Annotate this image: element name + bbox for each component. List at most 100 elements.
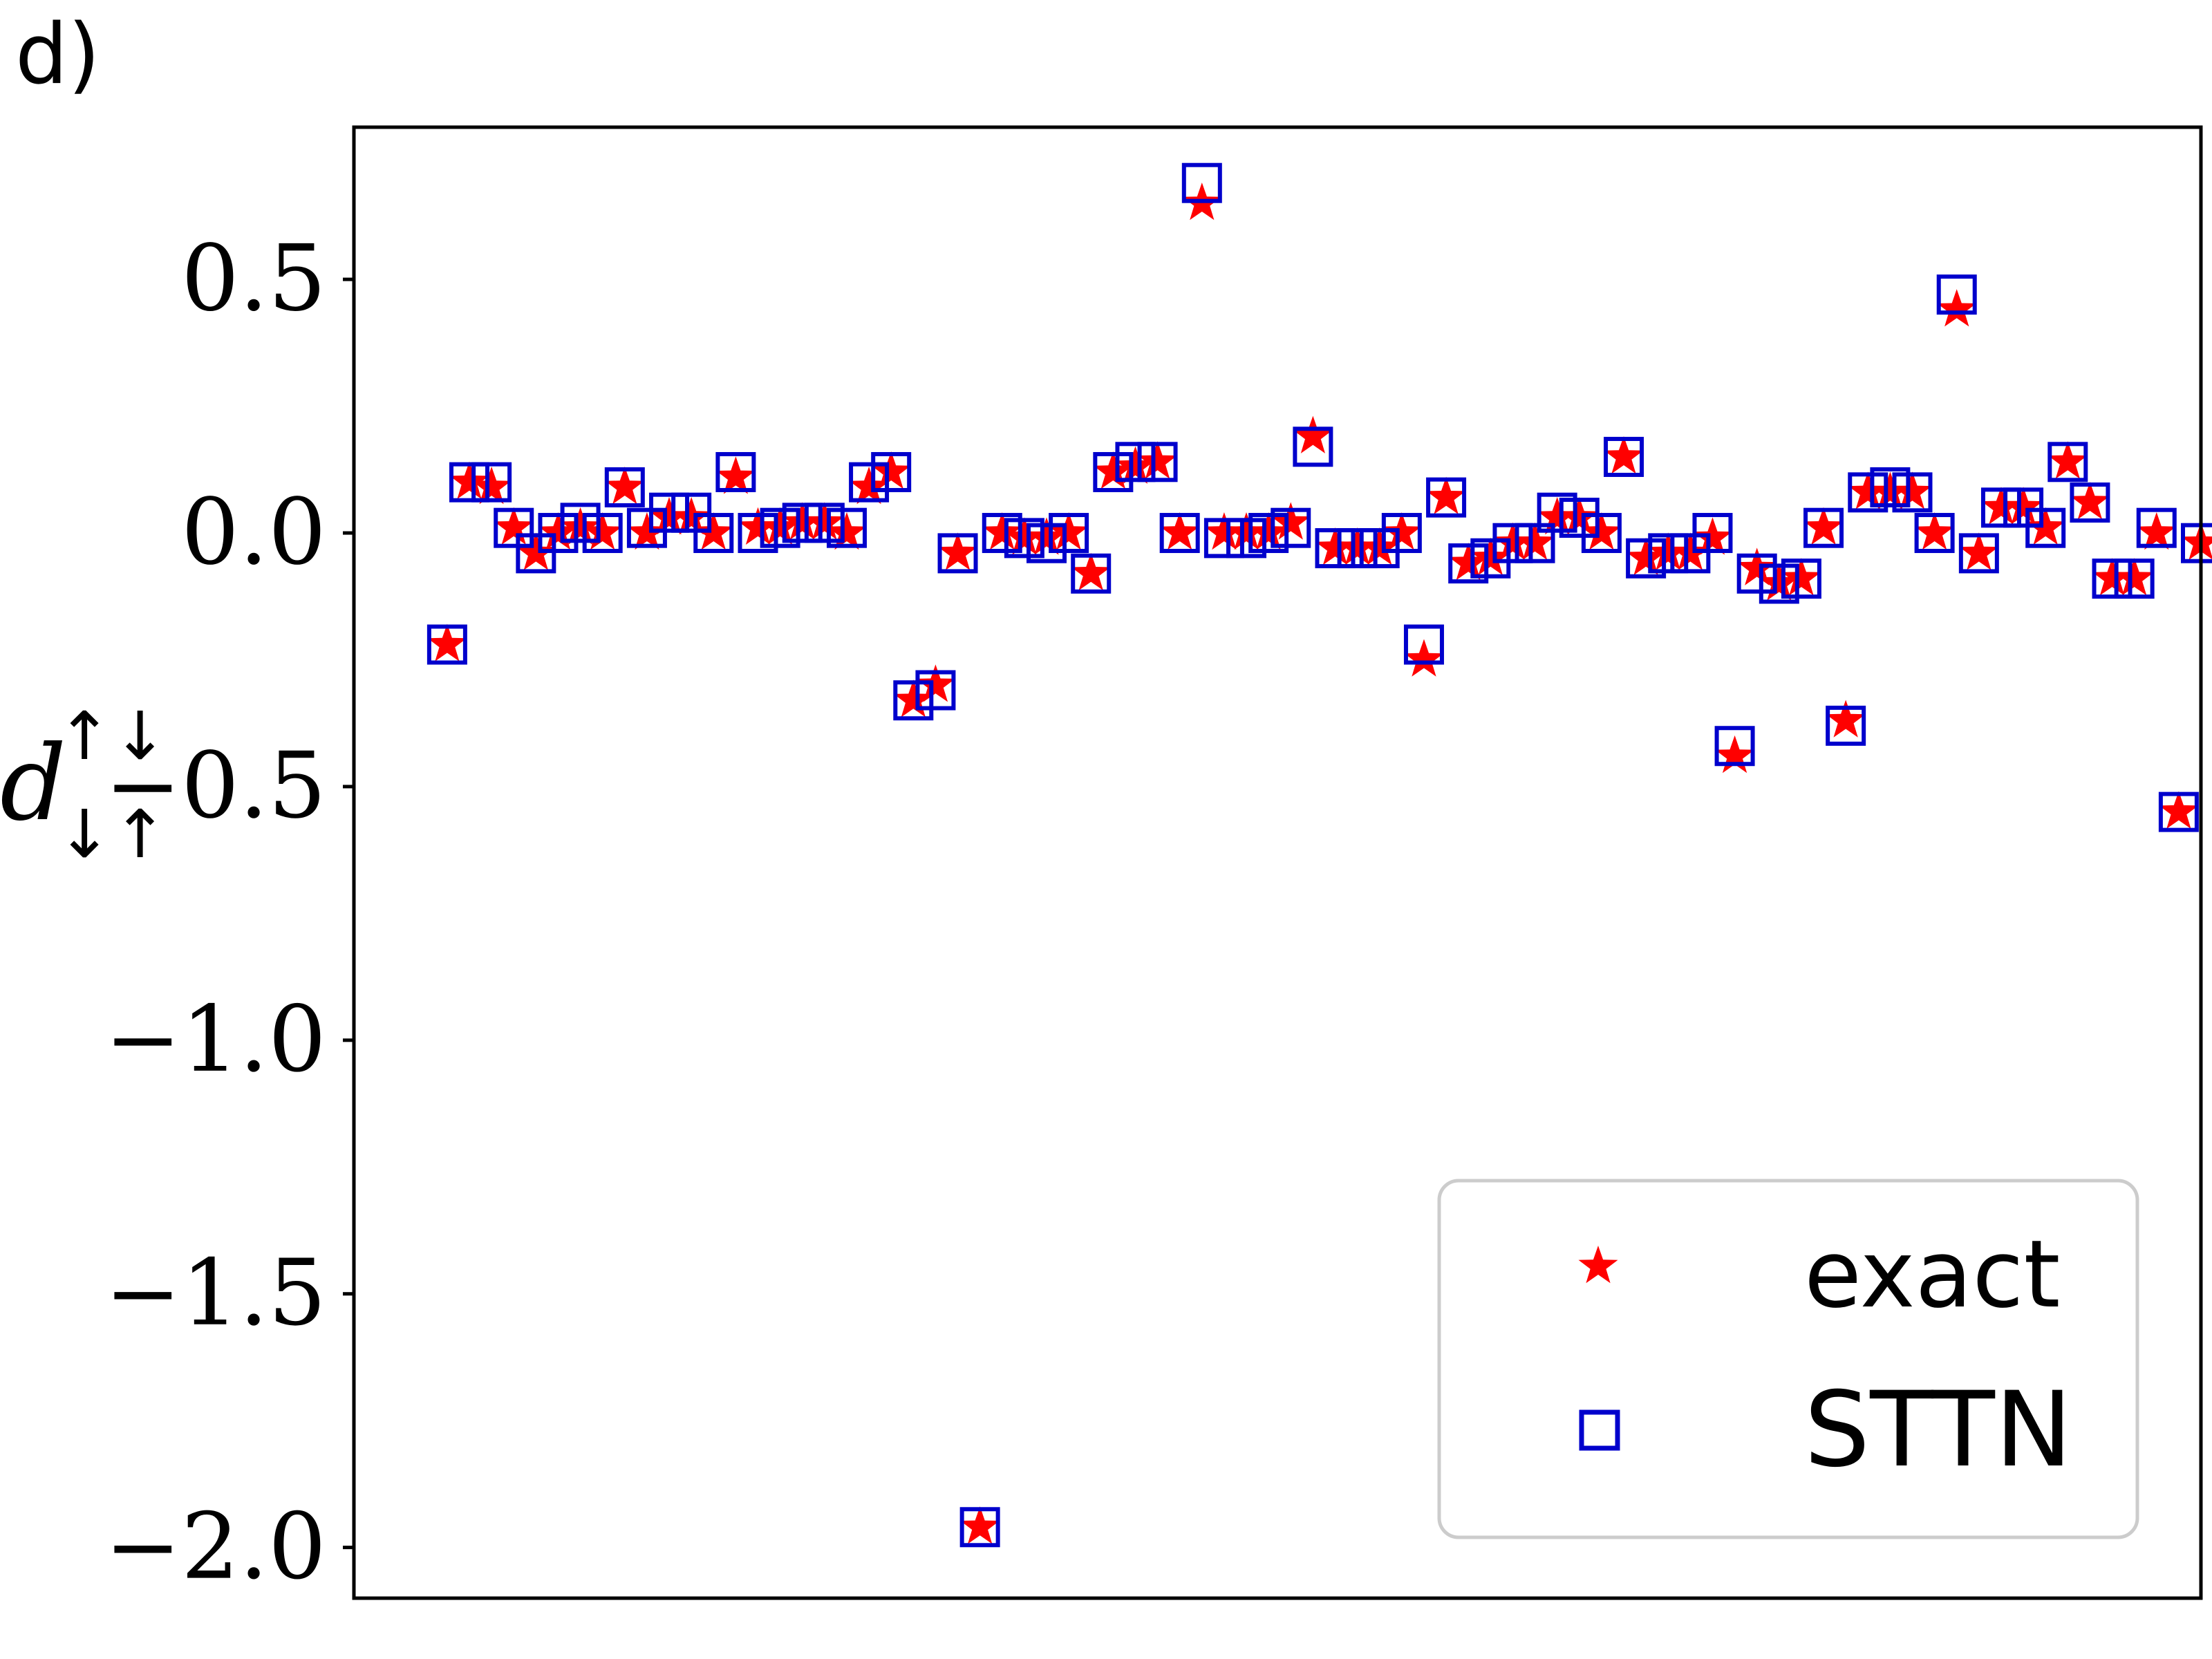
sttn-point: [1315, 528, 1356, 569]
exact-point: [1582, 512, 1622, 550]
exact-point: [538, 512, 578, 550]
y-tick-label: 0.5: [181, 225, 326, 332]
sttn-point: [804, 503, 845, 543]
exact-point: [1004, 517, 1044, 555]
exact-point: [1715, 735, 1755, 774]
exact-point: [449, 461, 489, 499]
sttn-point: [471, 462, 512, 503]
sttn-point: [604, 467, 645, 507]
y-axis-label-superscript: ↑↓: [57, 697, 168, 775]
sttn-point: [2114, 559, 2155, 599]
sttn-point: [1093, 451, 1134, 492]
exact-point: [2070, 482, 2110, 520]
sttn-point: [1803, 507, 1844, 548]
sttn-point: [893, 680, 934, 721]
sttn-point: [1470, 538, 1511, 579]
exact-point: [1315, 527, 1355, 565]
exact-point: [805, 502, 845, 540]
exact-point: [1803, 507, 1844, 545]
sttn-point: [1492, 523, 1533, 563]
sttn-point: [1736, 553, 1777, 594]
exact-point: [871, 451, 911, 489]
sttn-point: [2025, 507, 2066, 548]
exact-point: [1537, 497, 1577, 535]
exact-point: [494, 507, 534, 545]
sttn-point: [1203, 518, 1244, 559]
exact-point: [960, 1506, 1000, 1544]
exact-point: [561, 507, 601, 545]
sttn-point: [782, 503, 823, 543]
sttn-point: [582, 513, 623, 554]
y-tick-label: −1.5: [104, 1240, 326, 1347]
exact-point: [605, 467, 645, 505]
sttn-point: [1648, 533, 1689, 574]
sttn-point: [1581, 513, 1622, 554]
exact-point: [1204, 512, 1244, 550]
sttn-point: [1071, 553, 1112, 594]
sttn-point: [2070, 482, 2110, 523]
sttn-point: [1714, 726, 1755, 767]
exact-point: [1093, 451, 1133, 489]
sttn-point: [1958, 533, 1999, 574]
panel-label: d): [15, 7, 100, 103]
sttn-point: [1381, 513, 1422, 554]
exact-point: [2092, 558, 2133, 596]
sttn-point: [1936, 274, 1977, 315]
exact-point: [715, 456, 756, 494]
exact-point: [1248, 512, 1288, 550]
exact-point: [1915, 512, 1955, 550]
exact-point: [649, 497, 689, 535]
sttn-point: [826, 507, 867, 548]
exact-point: [1848, 471, 1888, 509]
exact-point: [627, 512, 667, 550]
sttn-point: [1870, 467, 1911, 507]
exact-point: [1049, 512, 1089, 550]
y-tick-label: −1.0: [104, 986, 326, 1093]
sttn-point: [715, 451, 756, 492]
exact-point: [1138, 441, 1178, 479]
exact-point: [1226, 512, 1266, 550]
y-axis-label-subscript: ↓↑: [57, 796, 168, 873]
y-axis-label: d ↑↓ ↓↑: [0, 697, 168, 873]
exact-point: [2025, 507, 2065, 545]
sttn-point: [516, 533, 556, 574]
exact-point: [2181, 522, 2212, 560]
exact-point: [915, 664, 955, 702]
exact-point: [1271, 502, 1311, 540]
sttn-point: [959, 1507, 1000, 1548]
exact-point: [738, 507, 778, 545]
legend-star-shape: [1578, 1246, 1618, 1284]
sttn-point: [1027, 523, 1067, 563]
sttn-point: [693, 513, 734, 554]
sttn-point: [738, 513, 778, 554]
sttn-point: [1248, 513, 1289, 554]
sttn-point: [1049, 513, 1089, 554]
sttn-point: [1537, 492, 1577, 533]
sttn-point: [1670, 533, 1711, 574]
exact-point: [893, 679, 933, 718]
exact-point: [2159, 791, 2199, 829]
exact-point: [1981, 487, 2021, 525]
exact-point: [938, 532, 978, 570]
sttn-point: [1515, 523, 1555, 563]
sttn-point: [849, 462, 890, 503]
exact-point: [1870, 471, 1910, 509]
legend-square-icon: [1579, 1409, 1620, 1451]
y-tick-label: 0.0: [181, 479, 326, 585]
sttn-point: [1359, 528, 1400, 569]
exact-point: [1604, 436, 1644, 474]
y-tick-label: −2.0: [104, 1494, 326, 1600]
sttn-point: [2136, 507, 2177, 548]
sttn-point: [1137, 442, 1178, 482]
sttn-point: [538, 513, 579, 554]
sttn-point: [1115, 442, 1156, 482]
exact-point: [1492, 522, 1533, 560]
sttn-point: [2092, 559, 2133, 599]
exact-point: [1448, 543, 1488, 581]
sttn-point: [982, 513, 1022, 554]
y-axis: 0.5 0.0 −0.5 −1.0 −1.5 −2.0: [104, 225, 354, 1600]
exact-point: [1937, 289, 1977, 327]
exact-point: [1404, 639, 1444, 677]
exact-point: [1115, 446, 1155, 484]
